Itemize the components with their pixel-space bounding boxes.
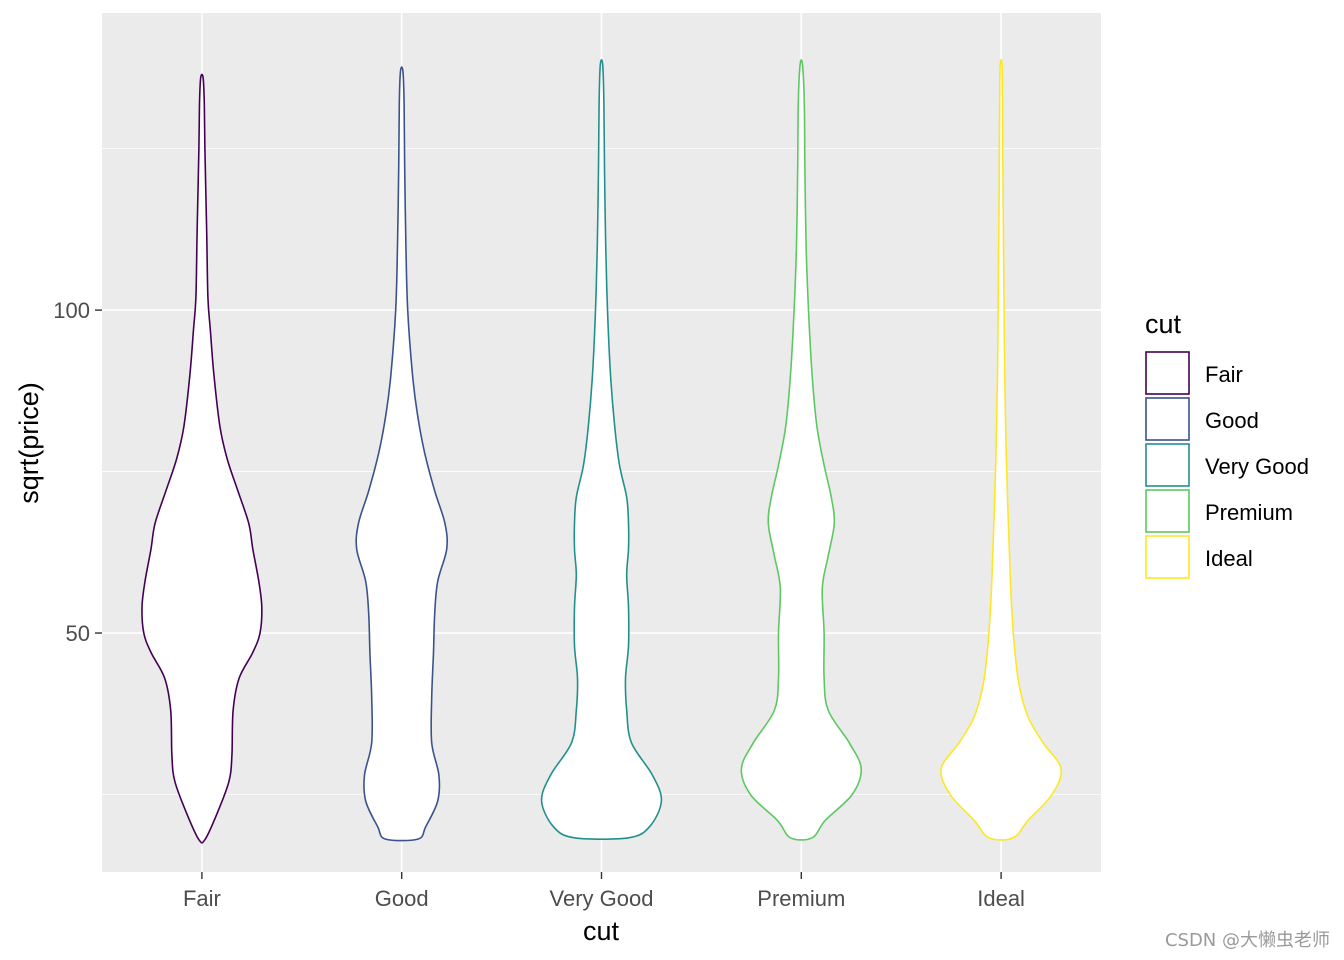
x-axis: Fair Good Very Good Premium Ideal [183,872,1025,911]
legend-title: cut [1145,309,1182,339]
watermark: CSDN @大懒虫老师 [1164,930,1330,951]
x-tick-label: Good [375,886,429,911]
legend: cut Fair Good Very Good Premium Ideal [1145,309,1309,579]
x-tick-label: Fair [183,886,221,911]
x-tick-label: Very Good [550,886,654,911]
violin-premium [740,59,863,841]
violin-ideal [940,59,1063,841]
legend-key-good [1145,397,1190,441]
legend-label: Premium [1205,500,1293,525]
legend-key-premium [1145,489,1190,533]
legend-key-ideal [1145,535,1190,579]
x-tick-label: Ideal [977,886,1025,911]
violin-very-good [540,59,663,840]
x-axis-title: cut [583,916,620,946]
legend-label: Good [1205,408,1259,433]
y-tick-label: 100 [53,298,90,323]
legend-key-very-good [1145,443,1190,487]
legend-label: Fair [1205,362,1243,387]
x-tick-label: Premium [757,886,845,911]
legend-label: Very Good [1205,454,1309,479]
violin-fair [141,73,263,844]
legend-label: Ideal [1205,546,1253,571]
y-axis-title: sqrt(price) [14,382,44,504]
y-tick-label: 50 [66,621,90,646]
legend-key-fair [1145,351,1190,395]
violins [141,59,1063,844]
y-axis: 50 100 [53,298,102,646]
violin-good [355,66,449,842]
